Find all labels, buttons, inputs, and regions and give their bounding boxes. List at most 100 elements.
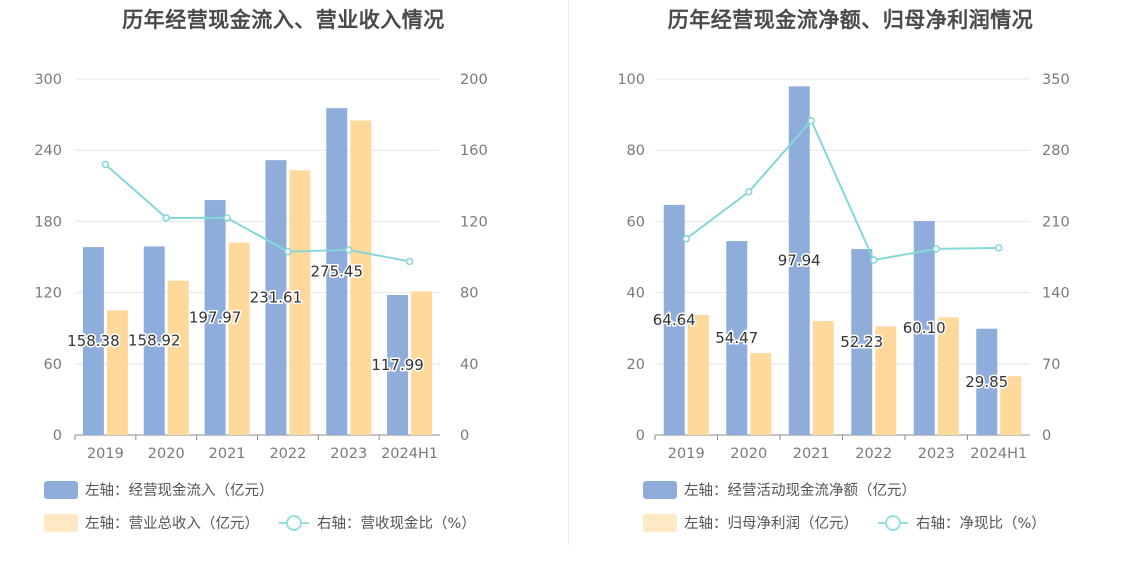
y-right-tick-label: 0	[1042, 428, 1051, 444]
y-left-tick-label: 0	[53, 428, 62, 444]
x-tick-label: 2019	[87, 446, 124, 462]
line-point	[101, 160, 110, 169]
y-left-tick-label: 240	[34, 143, 62, 159]
legend-swatch-bar	[44, 480, 78, 499]
line-point	[345, 246, 353, 254]
bar-net-cash	[726, 241, 748, 435]
bar-cash-inflow	[143, 246, 165, 435]
y-right-tick-label: 200	[460, 72, 488, 88]
line-point	[162, 214, 170, 222]
bar-net-profit	[1000, 376, 1022, 435]
legend-label: 右轴：营收现金比（%）	[317, 516, 476, 532]
bar-revenue	[228, 242, 250, 435]
legend-item-net-cash-ratio[interactable]: 右轴：净现比（%）	[878, 512, 1046, 533]
legend-item-cash-inflow[interactable]: 左轴：经营现金流入（亿元）	[44, 479, 274, 500]
x-tick-label: 2022	[855, 446, 892, 462]
y-right-tick-label: 140	[1042, 286, 1070, 302]
legend-item-net-cash[interactable]: 左轴：经营活动现金流净额（亿元）	[643, 479, 916, 500]
line-point	[870, 256, 878, 264]
line-series	[104, 163, 410, 263]
bar-net-profit	[937, 317, 959, 435]
legend-row-1: 左轴：经营活动现金流净额（亿元）	[643, 479, 936, 500]
bar-cash-inflow	[82, 247, 104, 435]
data-label: 29.85	[965, 373, 1008, 391]
legend-item-revenue[interactable]: 左轴：营业总收入（亿元）	[44, 512, 259, 533]
x-tick-label: 2021	[793, 446, 830, 462]
legend-label: 左轴：经营活动现金流净额（亿元）	[684, 483, 916, 499]
data-label: 275.45	[311, 263, 364, 281]
y-left-tick-label: 300	[34, 72, 62, 88]
legend-label: 左轴：经营现金流入（亿元）	[85, 483, 274, 499]
line-point	[932, 245, 940, 253]
y-left-tick-label: 40	[627, 286, 645, 302]
x-tick-label: 2021	[209, 446, 246, 462]
x-tick-label: 2020	[148, 446, 185, 462]
data-label: 158.92	[128, 332, 181, 350]
legend-swatch-bar	[44, 513, 78, 532]
y-left-tick-label: 100	[617, 72, 645, 88]
y-left-tick-label: 0	[636, 428, 645, 444]
bar-net-profit	[750, 353, 772, 435]
chart-panel-net-cash: 历年经营现金流净额、归母净利润情况 0 20 40 60 80 100 0 70 140 210 2…	[567, 0, 1134, 582]
legend-item-cash-ratio[interactable]: 右轴：营收现金比（%）	[279, 512, 476, 533]
x-tick-label: 2020	[730, 446, 767, 462]
line-point	[223, 214, 231, 222]
y-right-tick-label: 0	[460, 428, 469, 444]
legend-swatch-bar	[643, 513, 677, 532]
chart-plot-area: 0 20 40 60 80 100 0 70 140 210 280 350 2019 2020 2021 2…	[617, 72, 1070, 462]
bar-revenue	[411, 291, 433, 435]
bar-revenue	[289, 170, 311, 435]
line-point	[405, 257, 414, 266]
y-right-tick-label: 70	[1042, 357, 1060, 373]
data-label: 231.61	[250, 289, 303, 307]
line-series	[685, 118, 999, 262]
legend-swatch-line	[878, 514, 908, 532]
legend-row-2: 左轴：营业总收入（亿元） 右轴：营收现金比（%）	[44, 512, 496, 533]
legend-label: 左轴：归母净利润（亿元）	[684, 516, 858, 532]
y-right-tick-label: 160	[460, 143, 488, 159]
bar-net-cash	[913, 221, 935, 435]
bar-net-profit	[812, 321, 834, 435]
x-tick-label: 2023	[330, 446, 367, 462]
y-right-tick-label: 80	[460, 286, 478, 302]
bar-net-cash	[851, 249, 873, 435]
x-tick-label: 2024H1	[381, 446, 438, 462]
y-left-tick-label: 80	[627, 143, 645, 159]
legend-row-1: 左轴：经营现金流入（亿元）	[44, 479, 294, 500]
bar-cash-inflow	[387, 294, 409, 435]
panel-divider	[568, 0, 569, 545]
data-label: 117.99	[371, 356, 424, 374]
bar-cash-inflow	[265, 160, 287, 435]
chart-plot-area: 0 60 120 180 240 300 0 40 80 120 160 200 2019 2020 202…	[34, 72, 488, 462]
y-left-tick-label: 60	[627, 214, 645, 230]
y-right-tick-label: 280	[1042, 143, 1070, 159]
bar-net-cash	[788, 86, 810, 435]
line-point	[807, 116, 815, 125]
y-left-tick-label: 180	[34, 214, 62, 230]
y-left-tick-label: 20	[627, 357, 645, 373]
line-point	[745, 188, 753, 196]
line-point	[682, 234, 690, 243]
legend-swatch-bar	[643, 480, 677, 499]
data-label: 158.38	[67, 332, 120, 350]
x-tick-label: 2019	[668, 446, 705, 462]
data-label: 64.64	[653, 311, 696, 329]
y-right-tick-label: 210	[1042, 214, 1070, 230]
y-left-tick-label: 120	[34, 286, 62, 302]
y-left-tick-label: 60	[44, 357, 62, 373]
y-right-tick-label: 120	[460, 214, 488, 230]
x-tick-label: 2024H1	[970, 446, 1027, 462]
bar-revenue	[167, 280, 189, 435]
legend-item-net-profit[interactable]: 左轴：归母净利润（亿元）	[643, 512, 858, 533]
line-point	[284, 247, 292, 256]
x-tick-label: 2022	[269, 446, 306, 462]
bar-net-cash	[663, 204, 685, 435]
data-label: 97.94	[778, 252, 821, 270]
data-label: 54.47	[715, 329, 758, 347]
bar-revenue	[106, 310, 128, 435]
legend-label: 右轴：净现比（%）	[916, 516, 1046, 532]
data-label: 52.23	[840, 333, 883, 351]
x-tick-label: 2023	[918, 446, 955, 462]
data-label: 197.97	[189, 309, 242, 327]
y-right-tick-label: 40	[460, 357, 478, 373]
